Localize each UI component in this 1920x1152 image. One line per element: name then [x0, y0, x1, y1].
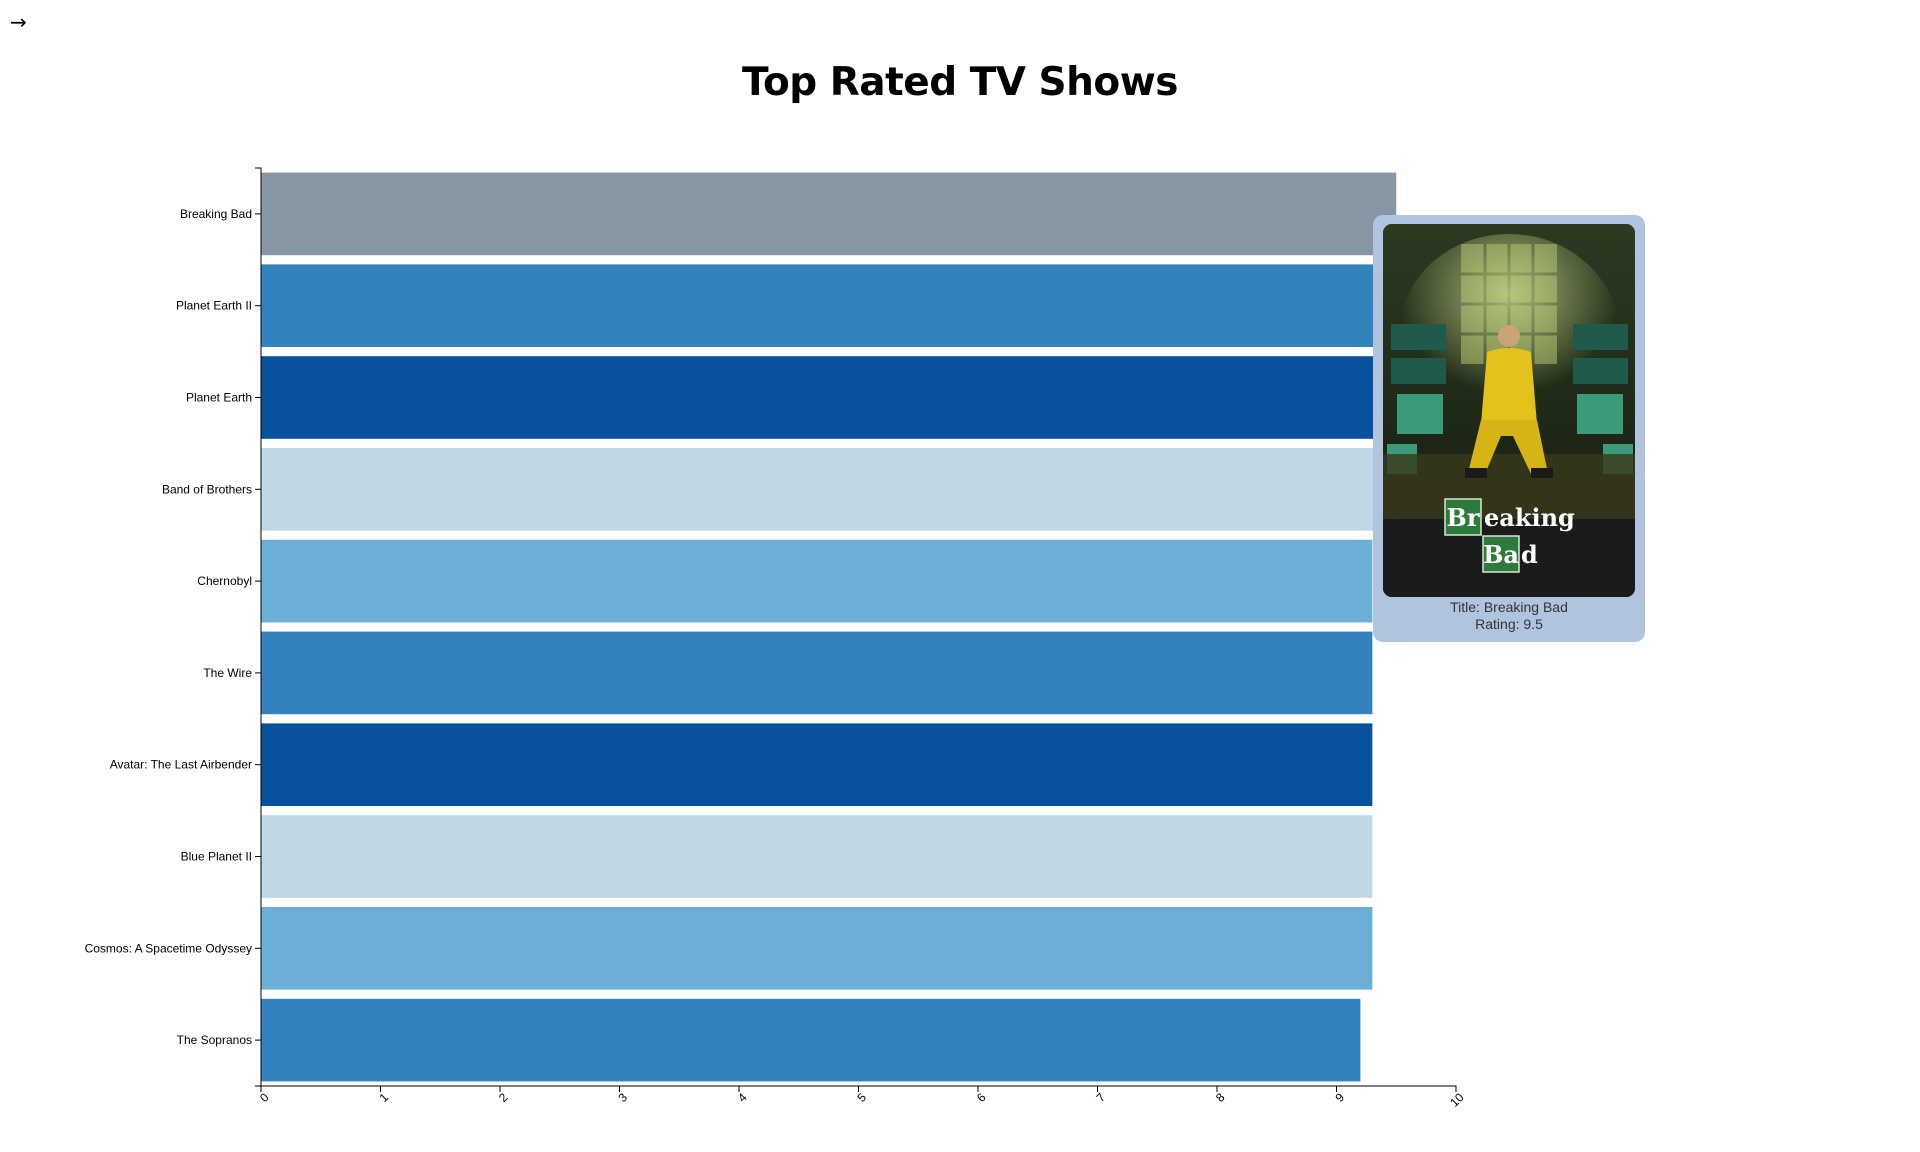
y-tick-label-7: Blue Planet II	[181, 850, 252, 864]
bar-7[interactable]	[261, 815, 1373, 898]
y-tick-label-0: Breaking Bad	[180, 207, 252, 221]
logo-element-br: Br	[1447, 503, 1480, 532]
logo-word-d: d	[1521, 540, 1538, 569]
y-tick-label-9: The Sopranos	[177, 1033, 252, 1047]
x-tick-label-9: 9	[1332, 1090, 1347, 1105]
bar-1[interactable]	[261, 264, 1397, 348]
y-tick-label-8: Cosmos: A Spacetime Odyssey	[85, 941, 252, 955]
breaking-bad-poster-icon: Br eaking Ba d	[1383, 224, 1635, 597]
tooltip-title: Title: Breaking Bad	[1450, 599, 1568, 615]
x-axis: 0 1 2 3 4 5 6 7 8 9 10	[257, 1085, 1467, 1110]
chart-title: Top Rated TV Shows	[742, 60, 1178, 105]
bar-5[interactable]	[261, 631, 1373, 715]
x-tick-label-3: 3	[615, 1090, 630, 1105]
x-tick-label-8: 8	[1213, 1090, 1228, 1105]
y-axis-line	[255, 167, 262, 1087]
bar-8[interactable]	[261, 906, 1373, 990]
x-tick-label-5: 5	[854, 1090, 869, 1105]
back-arrow-icon[interactable]: →	[10, 10, 27, 34]
bar-4[interactable]	[261, 539, 1373, 623]
bar-3[interactable]	[261, 447, 1385, 531]
x-tick-label-10: 10	[1447, 1090, 1467, 1110]
bar-2[interactable]	[261, 356, 1385, 439]
logo-word-eaking: eaking	[1484, 503, 1575, 532]
x-tick-label-4: 4	[735, 1090, 750, 1105]
y-tick-label-1: Planet Earth II	[176, 299, 252, 313]
x-tick-label-6: 6	[974, 1090, 989, 1105]
x-tick-label-2: 2	[496, 1090, 511, 1105]
bar-6[interactable]	[261, 723, 1373, 807]
x-tick-label-1: 1	[376, 1090, 391, 1105]
y-tick-label-5: The Wire	[203, 666, 252, 680]
bars-group	[261, 172, 1397, 1082]
x-tick-label-7: 7	[1093, 1090, 1108, 1105]
bar-0[interactable]	[261, 172, 1397, 256]
y-tick-label-3: Band of Brothers	[162, 482, 252, 496]
x-tick-label-0: 0	[257, 1090, 272, 1105]
logo-element-ba: Ba	[1483, 540, 1519, 569]
y-tick-label-2: Planet Earth	[186, 391, 252, 405]
y-tick-label-6: Avatar: The Last Airbender	[110, 758, 252, 772]
tooltip: Br eaking Ba d Title: Breaking Bad Ratin…	[1373, 215, 1645, 642]
y-tick-label-4: Chernobyl	[197, 574, 252, 588]
tooltip-rating: Rating: 9.5	[1475, 616, 1543, 632]
bar-9[interactable]	[261, 998, 1361, 1082]
y-axis: Breaking Bad Planet Earth II Planet Earth B…	[85, 167, 262, 1087]
